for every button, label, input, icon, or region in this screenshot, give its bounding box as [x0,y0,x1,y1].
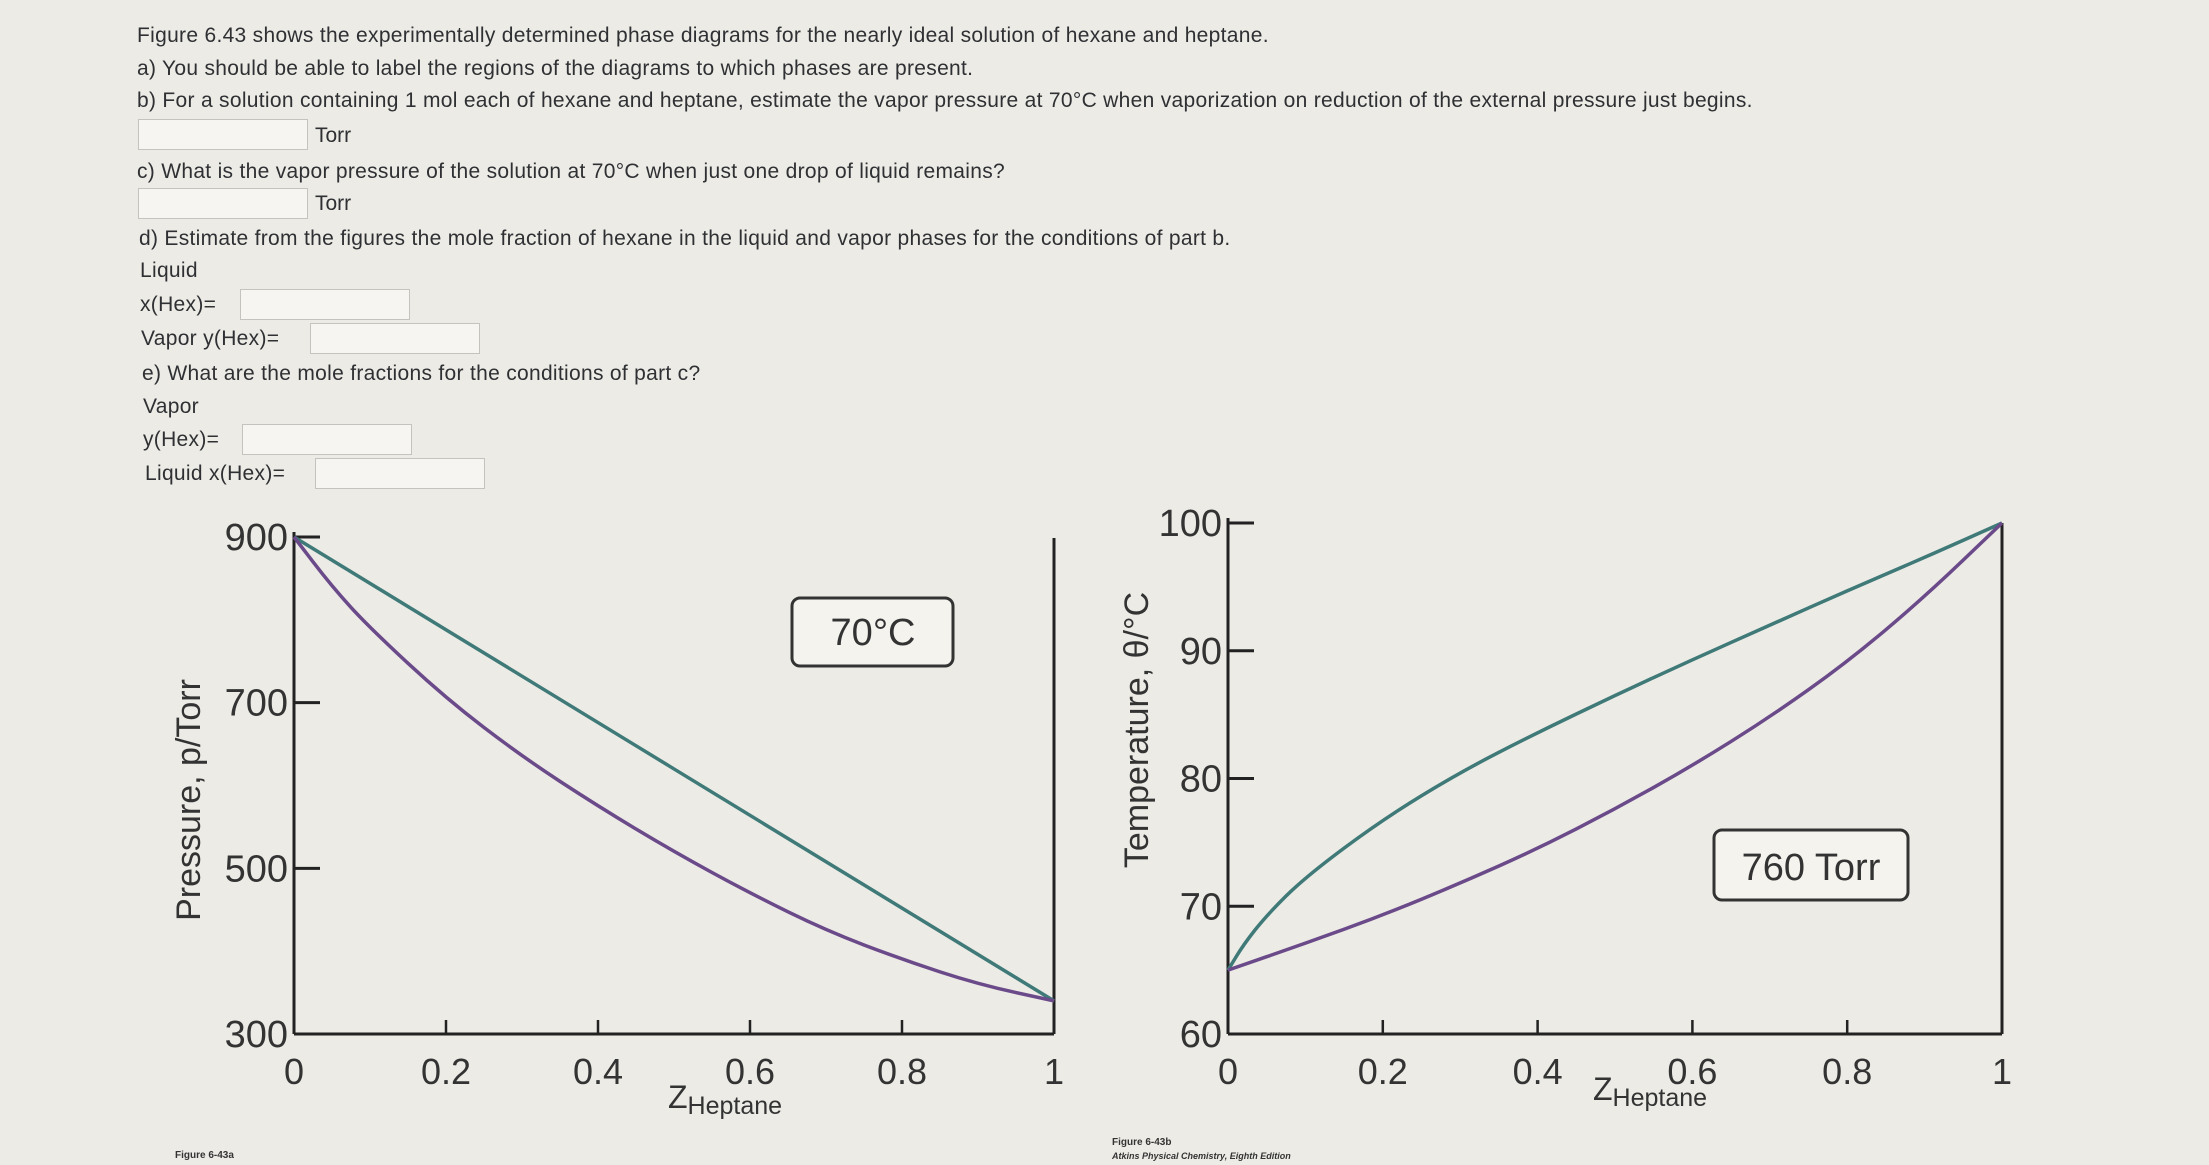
question-a: a) You should be able to label the regio… [137,57,974,80]
chart-b-xlabel: ZHeptane [1593,1071,1707,1112]
d-liquid-label: Liquid [140,259,198,282]
question-e: e) What are the mole fractions for the c… [142,362,701,385]
question-c: c) What is the vapor pressure of the sol… [137,160,1005,183]
chart-b-x-tick-label: 1 [1992,1051,2012,1092]
chart-b-x-tick-label: 0.6 [1667,1051,1717,1092]
chart-b-x-tick-label: 0 [1218,1051,1238,1092]
chart-b-caption: Figure 6-43b [1112,1137,1172,1148]
answer-c-input[interactable] [138,188,308,219]
question-intro: Figure 6.43 shows the experimentally det… [137,24,1269,47]
chart-a-y-tick-label: 700 [225,683,288,725]
chart-b-xlabel-main: Z [1593,1071,1613,1107]
chart-a-xlabel-main: Z [668,1079,688,1115]
chart-b-y-tick-label: 100 [1159,503,1222,545]
e-vapor-label: Vapor [143,395,199,418]
chart-b-annotation-box [1712,828,1910,902]
chart-b-y-tick-label: 90 [1180,631,1222,673]
chart-b-ylabel: Temperature, θ/°C [1118,592,1156,868]
chart-b-xlabel-sub: Heptane [1613,1084,1708,1112]
chart-a-x-tick-label: 1 [1044,1051,1064,1092]
chart-a-series-vapor-line [293,535,1055,1003]
answer-b-input[interactable] [138,119,308,150]
e-liquid-label: Liquid x(Hex)= [145,462,286,485]
d-xhex-label: x(Hex)= [140,293,217,316]
chart-a-annotation: 70°C [831,612,916,654]
chart-b-x-tick-label: 0.2 [1358,1051,1408,1092]
chart-b-y-tick-label: 80 [1180,759,1222,801]
answer-c-unit: Torr [315,192,352,215]
chart-b-x-tick-label: 0.8 [1822,1051,1872,1092]
answer-e-x-input[interactable] [315,458,485,489]
chart-a-series-liquid-line [292,535,1055,1003]
chart-b-y-tick-label: 60 [1180,1014,1222,1056]
d-vapor-label: Vapor y(Hex)= [141,327,280,350]
chart-b-y-tick-label: 70 [1180,886,1222,928]
answer-e-y-input[interactable] [242,424,412,455]
chart-b-series-liquid-line [1227,521,2004,972]
chart-a-x-tick-label: 0.4 [573,1051,623,1092]
chart-a-y-tick-label: 300 [225,1014,288,1056]
chart-a-annotation-box [790,596,955,668]
question-b: b) For a solution containing 1 mol each … [137,89,1753,112]
answer-d-y-input[interactable] [310,323,480,354]
chart-a-y-tick-label: 500 [225,848,288,890]
answer-b-unit: Torr [315,124,352,147]
chart-a-caption: Figure 6-43a [175,1150,234,1161]
chart-a-xlabel: ZHeptane [668,1079,782,1120]
chart-b-caption-source: Atkins Physical Chemistry, Eighth Editio… [1112,1151,1291,1161]
chart-a-ylabel: Pressure, p/Torr [170,679,208,921]
chart-b-x-tick-label: 0.4 [1513,1051,1563,1092]
answer-d-x-input[interactable] [240,289,410,320]
chart-a-x-tick-label: 0 [284,1051,304,1092]
chart-a-xlabel-sub: Heptane [688,1092,783,1120]
chart-b-annotation: 760 Torr [1742,847,1881,889]
chart-a-x-tick-label: 0.6 [725,1051,775,1092]
e-yhex-label: y(Hex)= [143,428,220,451]
chart-a-x-tick-label: 0.2 [421,1051,471,1092]
chart-a-x-tick-label: 0.8 [877,1051,927,1092]
chart-b-series-vapor-line [1226,521,2003,972]
question-d: d) Estimate from the figures the mole fr… [139,227,1231,250]
chart-a-y-tick-label: 900 [225,517,288,559]
